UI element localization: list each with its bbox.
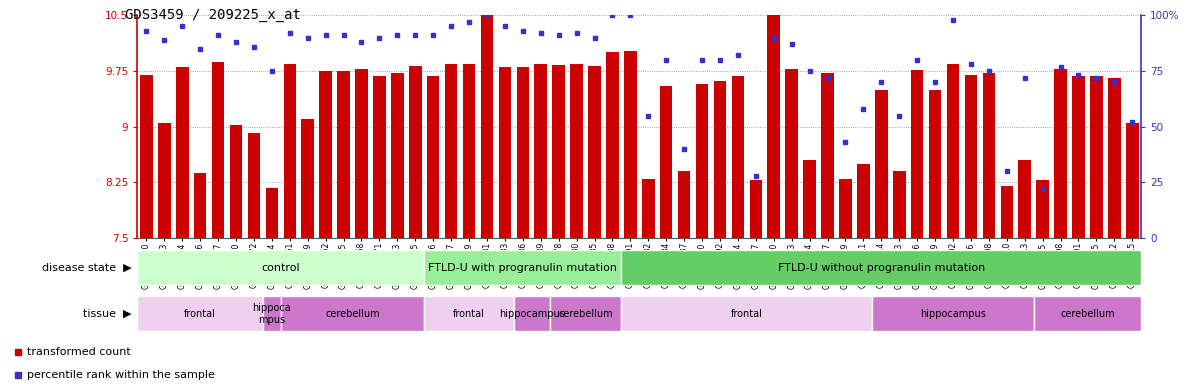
Bar bbox=[158, 123, 171, 238]
Bar bbox=[552, 65, 565, 238]
Bar bbox=[424, 250, 621, 285]
Bar bbox=[785, 69, 798, 238]
Bar bbox=[660, 86, 673, 238]
Bar bbox=[247, 132, 261, 238]
Bar bbox=[514, 296, 550, 331]
Bar bbox=[964, 75, 978, 238]
Bar bbox=[281, 296, 424, 331]
Bar bbox=[1090, 76, 1103, 238]
Bar bbox=[409, 66, 422, 238]
Bar bbox=[642, 179, 655, 238]
Text: disease state  ▶: disease state ▶ bbox=[42, 263, 131, 273]
Bar bbox=[857, 164, 870, 238]
Bar bbox=[731, 76, 744, 238]
Text: frontal: frontal bbox=[453, 309, 485, 319]
Text: cerebellum: cerebellum bbox=[1060, 309, 1115, 319]
Bar bbox=[498, 67, 511, 238]
Bar bbox=[265, 188, 278, 238]
Bar bbox=[1034, 296, 1141, 331]
Bar bbox=[140, 75, 153, 238]
Bar bbox=[839, 179, 852, 238]
Bar bbox=[229, 125, 243, 238]
Bar bbox=[550, 296, 621, 331]
Bar bbox=[893, 171, 906, 238]
Bar bbox=[624, 51, 637, 238]
Bar bbox=[355, 69, 368, 238]
Text: FTLD-U with progranulin mutation: FTLD-U with progranulin mutation bbox=[428, 263, 618, 273]
Text: frontal: frontal bbox=[184, 309, 216, 319]
Bar bbox=[263, 296, 281, 331]
Bar bbox=[391, 73, 404, 238]
Text: control: control bbox=[262, 263, 300, 273]
Text: frontal: frontal bbox=[731, 309, 762, 319]
Text: hippoca
mpus: hippoca mpus bbox=[252, 303, 292, 325]
Bar bbox=[1072, 76, 1085, 238]
Bar bbox=[767, 15, 780, 238]
Text: FTLD-U without progranulin mutation: FTLD-U without progranulin mutation bbox=[778, 263, 985, 273]
Bar bbox=[516, 67, 529, 238]
Bar bbox=[1054, 69, 1067, 238]
Bar bbox=[534, 64, 547, 238]
Bar bbox=[875, 90, 888, 238]
Text: transformed count: transformed count bbox=[27, 347, 130, 357]
Bar bbox=[678, 171, 691, 238]
Bar bbox=[982, 73, 995, 238]
Text: tissue  ▶: tissue ▶ bbox=[82, 309, 131, 319]
Bar bbox=[821, 73, 834, 238]
Bar bbox=[621, 296, 872, 331]
Bar bbox=[194, 173, 207, 238]
Bar bbox=[1108, 78, 1121, 238]
Bar bbox=[427, 76, 440, 238]
Text: cerebellum: cerebellum bbox=[558, 309, 613, 319]
Bar bbox=[1036, 180, 1049, 238]
Bar bbox=[946, 64, 960, 238]
Bar bbox=[911, 70, 924, 238]
Bar bbox=[749, 180, 762, 238]
Bar bbox=[137, 250, 424, 285]
Bar bbox=[1018, 160, 1031, 238]
Bar bbox=[212, 62, 225, 238]
Text: hippocampus: hippocampus bbox=[920, 309, 986, 319]
Bar bbox=[445, 64, 458, 238]
Bar bbox=[1126, 123, 1139, 238]
Bar bbox=[424, 296, 514, 331]
Bar bbox=[301, 119, 314, 238]
Bar bbox=[872, 296, 1034, 331]
Bar bbox=[606, 53, 619, 238]
Bar bbox=[176, 67, 189, 238]
Bar bbox=[713, 81, 727, 238]
Bar bbox=[462, 64, 476, 238]
Bar bbox=[1000, 186, 1013, 238]
Text: GDS3459 / 209225_x_at: GDS3459 / 209225_x_at bbox=[125, 8, 301, 22]
Bar bbox=[137, 296, 263, 331]
Bar bbox=[319, 71, 332, 238]
Bar bbox=[621, 250, 1141, 285]
Text: hippocampus: hippocampus bbox=[498, 309, 565, 319]
Bar bbox=[283, 64, 296, 238]
Bar bbox=[803, 160, 816, 238]
Bar bbox=[588, 66, 601, 238]
Text: percentile rank within the sample: percentile rank within the sample bbox=[27, 370, 215, 380]
Bar bbox=[480, 15, 494, 238]
Bar bbox=[337, 71, 350, 238]
Text: cerebellum: cerebellum bbox=[325, 309, 380, 319]
Bar bbox=[570, 64, 583, 238]
Bar bbox=[695, 84, 709, 238]
Bar bbox=[373, 76, 386, 238]
Bar bbox=[929, 89, 942, 238]
